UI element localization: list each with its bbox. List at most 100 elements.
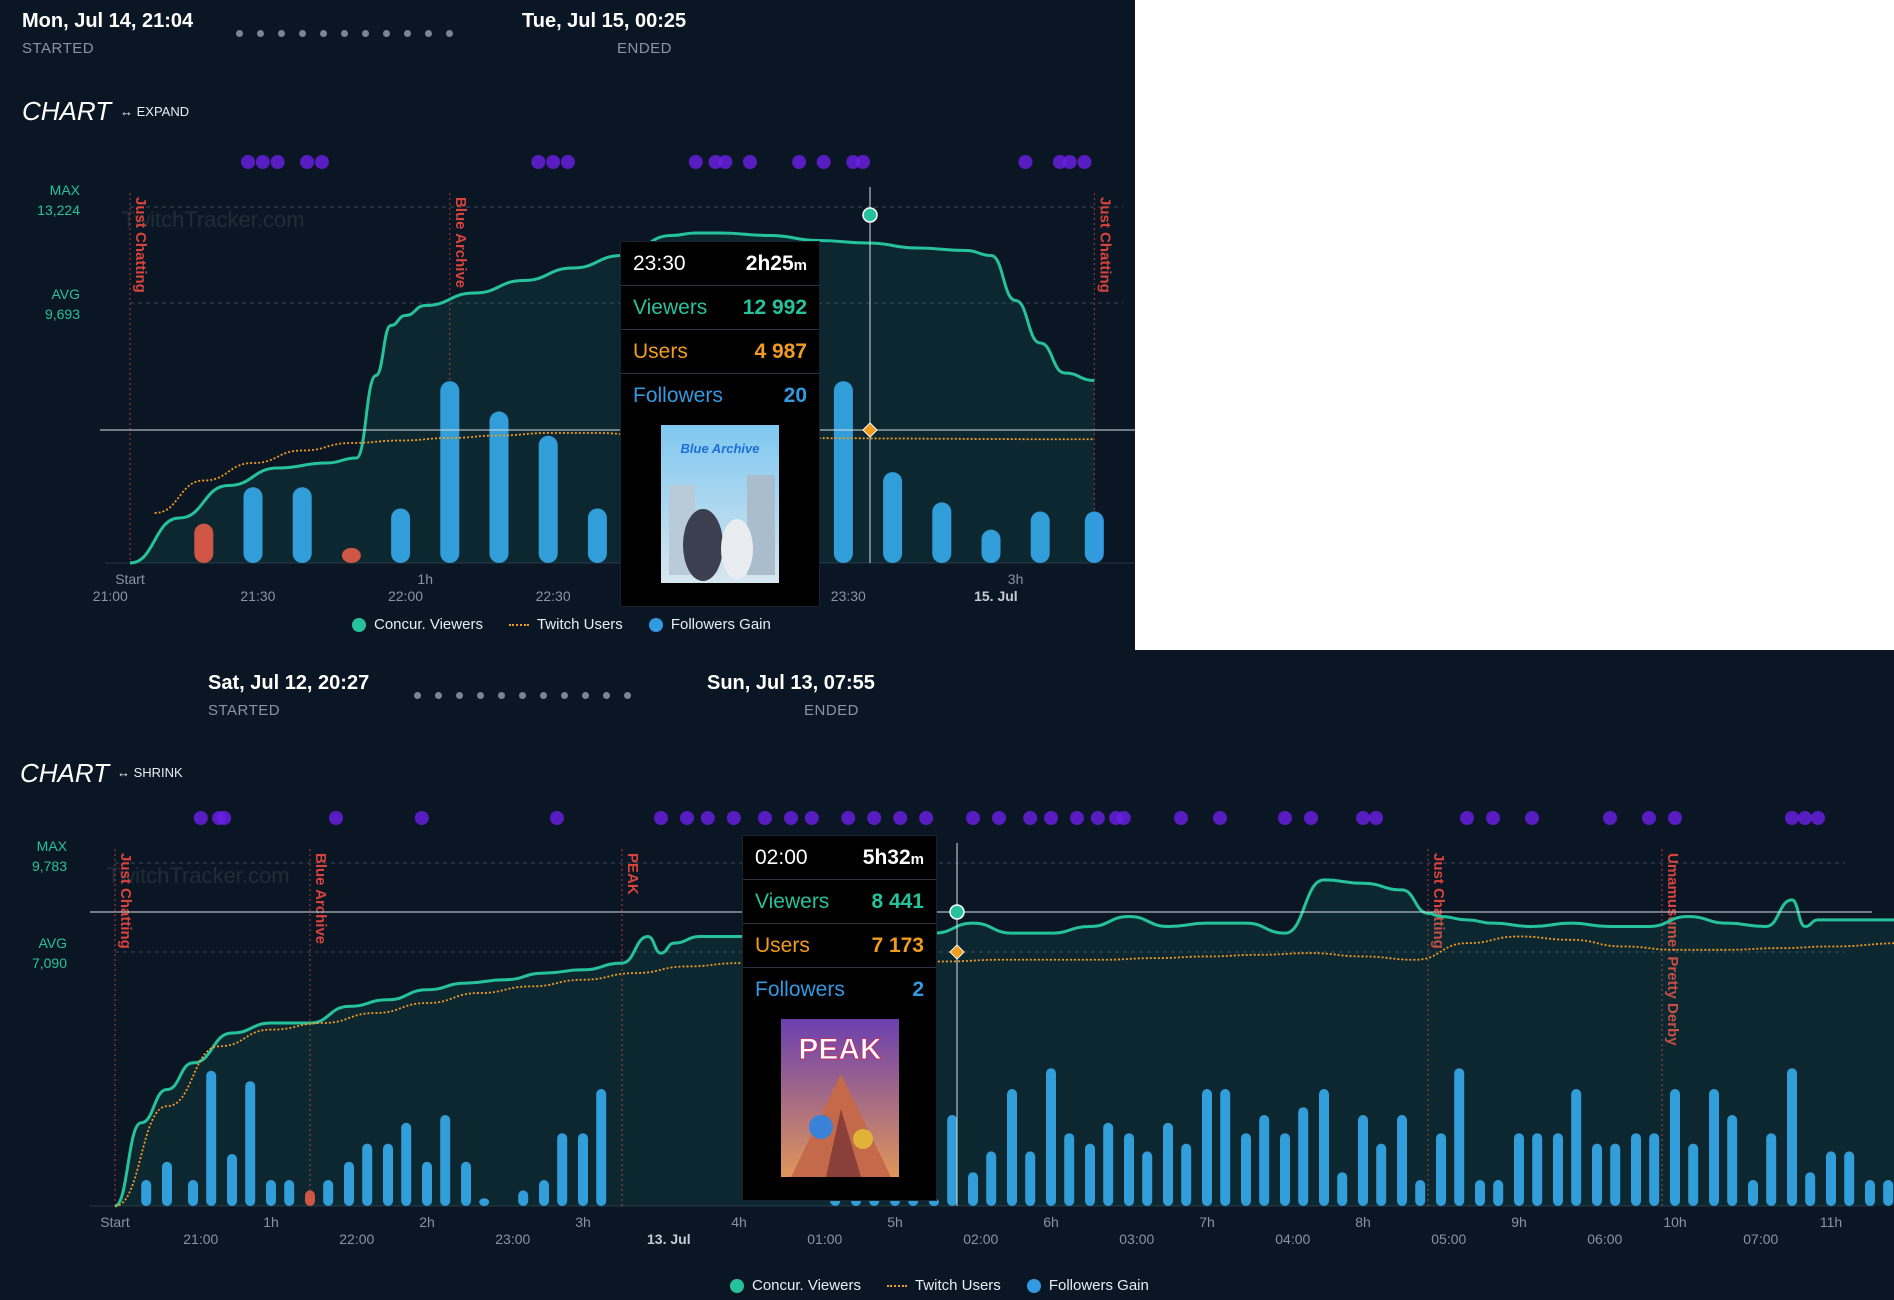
followers-bar xyxy=(518,1190,529,1206)
event-dot xyxy=(1174,811,1188,825)
followers-bar xyxy=(292,487,312,563)
followers-bar xyxy=(362,1143,373,1206)
followers-bar xyxy=(440,1115,451,1206)
avg-label: 7,090 xyxy=(32,955,67,971)
legend-item-followers[interactable]: Followers Gain xyxy=(1026,1277,1149,1294)
x-tick-duration: 5h xyxy=(887,1214,903,1230)
tooltip-users-label: Users xyxy=(755,933,810,957)
followers-bar xyxy=(1631,1133,1641,1206)
legend-item-followers[interactable]: Followers Gain xyxy=(648,616,771,633)
followers-bar xyxy=(194,523,214,563)
started-date: Mon, Jul 14, 21:04 xyxy=(22,10,194,32)
x-tick-duration: 3h xyxy=(575,1214,591,1230)
followers-bar xyxy=(1787,1068,1797,1206)
x-tick-clock: 13. Jul xyxy=(647,1231,691,1247)
max-label: MAX xyxy=(50,182,81,198)
event-dot xyxy=(1062,155,1077,169)
followers-bar xyxy=(1025,1151,1036,1206)
viewers-point xyxy=(949,904,965,920)
x-tick-clock: 06:00 xyxy=(1587,1231,1622,1247)
followers-bar xyxy=(1064,1133,1075,1206)
event-dot xyxy=(718,155,733,169)
event-dot xyxy=(546,155,561,169)
event-dot xyxy=(560,155,575,169)
followers-bar xyxy=(1046,1068,1056,1206)
followers-bar xyxy=(422,1161,432,1206)
followers-bar xyxy=(1826,1151,1836,1206)
event-dot xyxy=(856,155,871,169)
tooltip-viewers-label: Viewers xyxy=(633,295,708,319)
followers-bar xyxy=(1493,1180,1504,1206)
x-tick-duration: 4h xyxy=(731,1214,747,1230)
event-dot xyxy=(992,811,1006,825)
expand-toggle-button[interactable]: ↔ EXPAND xyxy=(120,104,190,119)
tooltip-users-value: 7 173 xyxy=(871,933,924,957)
event-dot xyxy=(1090,811,1105,825)
avg-label: AVG xyxy=(51,286,80,302)
event-dot xyxy=(1023,811,1038,825)
viewers-area xyxy=(115,879,1894,1206)
x-tick-clock: 02:00 xyxy=(963,1231,998,1247)
x-tick-clock: 22:00 xyxy=(388,588,423,604)
followers-bar xyxy=(1030,511,1050,563)
stream-panel-2: Sat, Jul 12, 20:27 STARTED Sun, Jul 13, … xyxy=(0,650,1894,1300)
viewers-point xyxy=(862,207,878,223)
x-tick-duration: 7h xyxy=(1199,1214,1215,1230)
x-tick-duration: 11h xyxy=(1820,1214,1842,1230)
started-label: STARTED xyxy=(22,40,95,57)
ended-label: ENDED xyxy=(617,40,673,57)
svg-text:Blue Archive: Blue Archive xyxy=(681,441,760,456)
event-dot xyxy=(1077,155,1092,169)
event-dot xyxy=(414,811,429,825)
event-dot xyxy=(1116,811,1131,825)
event-dot xyxy=(531,155,546,169)
legend-item-viewers[interactable]: Concur. Viewers xyxy=(730,1277,861,1294)
x-tick-clock: 21:30 xyxy=(240,588,275,604)
svg-text:PEAK: PEAK xyxy=(798,1033,882,1066)
watermark-text: TwitchTracker.com xyxy=(107,863,290,888)
followers-bar xyxy=(1397,1115,1407,1206)
tooltip-duration: 2h25m xyxy=(745,251,807,275)
followers-bar xyxy=(344,1161,354,1206)
x-tick-duration: 3h xyxy=(1008,571,1024,587)
x-tick-duration: 8h xyxy=(1355,1214,1371,1230)
legend-item-viewers[interactable]: Concur. Viewers xyxy=(352,616,483,633)
event-dot xyxy=(816,155,831,169)
category-marker-label: Blue Archive xyxy=(312,853,329,944)
event-dot xyxy=(1304,811,1318,825)
shrink-toggle-button[interactable]: ↔ SHRINK xyxy=(117,765,183,780)
event-dot xyxy=(708,155,723,169)
followers-bar xyxy=(401,1122,412,1206)
followers-bar xyxy=(968,1172,978,1206)
progress-dots xyxy=(236,30,453,37)
x-tick-duration: Start xyxy=(115,571,145,587)
followers-bar xyxy=(479,1198,490,1206)
followers-bar xyxy=(1436,1133,1446,1206)
event-dot xyxy=(804,811,819,825)
event-dot xyxy=(1642,811,1656,825)
followers-bar xyxy=(1181,1143,1192,1206)
followers-bar xyxy=(578,1133,588,1206)
event-dot xyxy=(314,155,329,169)
event-dot xyxy=(1798,811,1812,825)
users-point xyxy=(949,944,965,960)
followers-bar xyxy=(1592,1143,1602,1206)
followers-bar xyxy=(1610,1143,1621,1206)
followers-bar xyxy=(206,1070,217,1206)
chart-tooltip: 02:00 5h32m Viewers 8 441 Users 7 173 Fo… xyxy=(742,835,937,1201)
followers-bar xyxy=(1844,1151,1855,1206)
legend-item-users[interactable]: Twitch Users xyxy=(886,1277,1001,1294)
category-marker-label: Just Chatting xyxy=(1430,853,1447,949)
event-dot xyxy=(688,155,703,169)
tooltip-users-label: Users xyxy=(633,339,688,363)
event-dot xyxy=(1070,811,1084,825)
legend-item-users[interactable]: Twitch Users xyxy=(508,616,623,633)
followers-bar xyxy=(1103,1122,1114,1206)
progress-dots xyxy=(414,692,631,699)
category-marker-label: Just Chatting xyxy=(132,197,149,293)
x-tick-duration: 9h xyxy=(1511,1214,1527,1230)
tooltip-duration: 5h32m xyxy=(862,845,924,869)
event-dot xyxy=(919,811,934,825)
viewers-line xyxy=(129,231,1095,565)
